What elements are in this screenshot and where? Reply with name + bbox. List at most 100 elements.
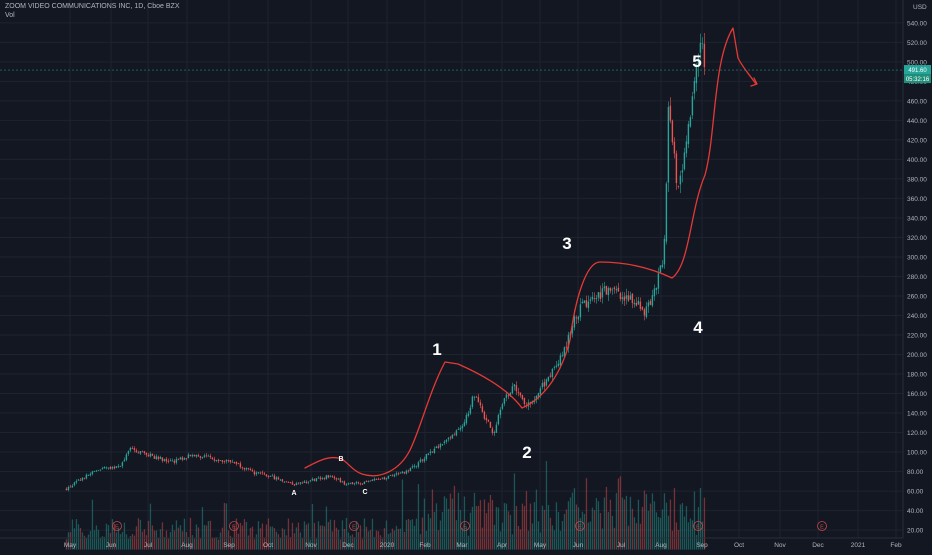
volume-bar <box>221 527 224 550</box>
volume-bar <box>635 523 638 550</box>
candle-body <box>399 472 402 474</box>
volume-bar <box>171 524 174 550</box>
candle-body <box>215 460 218 461</box>
candle-body <box>363 481 366 484</box>
candle-body <box>297 483 300 485</box>
candle-body <box>431 451 434 453</box>
candle-body <box>93 471 96 472</box>
candle-body <box>697 55 700 65</box>
time-tick-label: Jun <box>106 542 117 549</box>
candle-body <box>99 469 102 471</box>
earnings-marker-circle <box>817 521 827 531</box>
candle-body <box>227 460 230 462</box>
candle-body <box>561 355 564 357</box>
volume-bar <box>317 521 320 550</box>
volume-bar <box>97 529 100 550</box>
price-tick-label: 160.00 <box>907 391 927 398</box>
volume-bar <box>301 538 304 550</box>
volume-bar <box>581 511 584 550</box>
candle-body <box>153 456 156 459</box>
candle-body <box>171 460 174 462</box>
candle-body <box>71 485 74 488</box>
last-price-value: 491.60 <box>908 68 927 74</box>
price-tick-label: 340.00 <box>907 215 927 222</box>
candle-body <box>221 460 224 462</box>
candle-body <box>253 471 256 475</box>
candle-body <box>321 478 324 480</box>
candle-body <box>383 477 386 480</box>
volume-bar <box>511 534 514 550</box>
candle-body <box>83 477 86 479</box>
candle-body <box>611 289 614 291</box>
time-tick-label: Oct <box>263 542 273 549</box>
volume-bar <box>605 486 608 550</box>
volume-bar <box>521 503 524 550</box>
candle-body <box>173 460 176 463</box>
candle-body <box>317 477 320 479</box>
volume-bar <box>437 530 440 550</box>
candle-body <box>579 304 582 318</box>
candle-body <box>157 456 160 459</box>
candle-body <box>647 302 650 307</box>
volume-bar <box>173 530 176 550</box>
candle-body <box>169 460 172 462</box>
candle-body <box>655 287 658 290</box>
wave-label-3: 3 <box>562 234 571 253</box>
candle-body <box>537 393 540 397</box>
volume-bar <box>237 533 240 550</box>
candle-body <box>237 463 240 465</box>
volume-bar <box>663 493 666 550</box>
candle-body <box>277 477 280 480</box>
candle-body <box>679 175 682 185</box>
volume-bar <box>409 520 412 550</box>
volume-bar <box>163 537 166 550</box>
candle-body <box>653 288 656 297</box>
time-tick-label: Feb <box>419 542 431 549</box>
candle-body <box>519 392 522 396</box>
candle-body <box>651 295 654 306</box>
volume-bar <box>77 524 80 550</box>
candle-body <box>307 481 310 483</box>
candle-body <box>133 448 136 451</box>
volume-bar <box>685 506 688 550</box>
candle-body <box>419 459 422 462</box>
volume-bar <box>489 494 492 550</box>
candle-body <box>395 473 398 475</box>
candle-body <box>243 468 246 470</box>
volume-bar <box>147 520 150 550</box>
volume-bar <box>533 502 536 550</box>
candle-body <box>255 472 258 475</box>
candle-body <box>311 478 314 481</box>
candle-body <box>421 459 424 461</box>
candle-body <box>229 460 232 462</box>
candle-body <box>217 459 220 462</box>
candle-body <box>577 316 580 320</box>
volume-bar <box>637 499 640 550</box>
volume-bar <box>161 522 164 550</box>
candle-body <box>621 297 624 300</box>
volume-bar <box>631 508 634 550</box>
volume-bar <box>109 533 112 550</box>
price-tick-label: 20.00 <box>907 528 924 535</box>
candle-body <box>347 483 350 485</box>
volume-bar <box>655 512 658 550</box>
candle-body <box>505 394 508 398</box>
candle-body <box>641 307 644 310</box>
volume-bar <box>229 535 232 550</box>
candle-body <box>79 479 82 481</box>
candle-body <box>563 347 566 357</box>
candle-body <box>103 467 106 469</box>
candle-body <box>605 285 608 295</box>
candle-body <box>493 431 496 433</box>
volume-bar <box>507 511 510 550</box>
candle-body <box>617 287 620 292</box>
candle-body <box>625 295 628 299</box>
volume-bar <box>573 488 576 550</box>
volume-bar <box>107 524 110 550</box>
volume-bar <box>561 521 564 550</box>
candle-body <box>109 467 112 469</box>
time-tick-label: May <box>64 542 77 549</box>
volume-bar <box>619 476 622 550</box>
volume-bar <box>119 534 122 550</box>
